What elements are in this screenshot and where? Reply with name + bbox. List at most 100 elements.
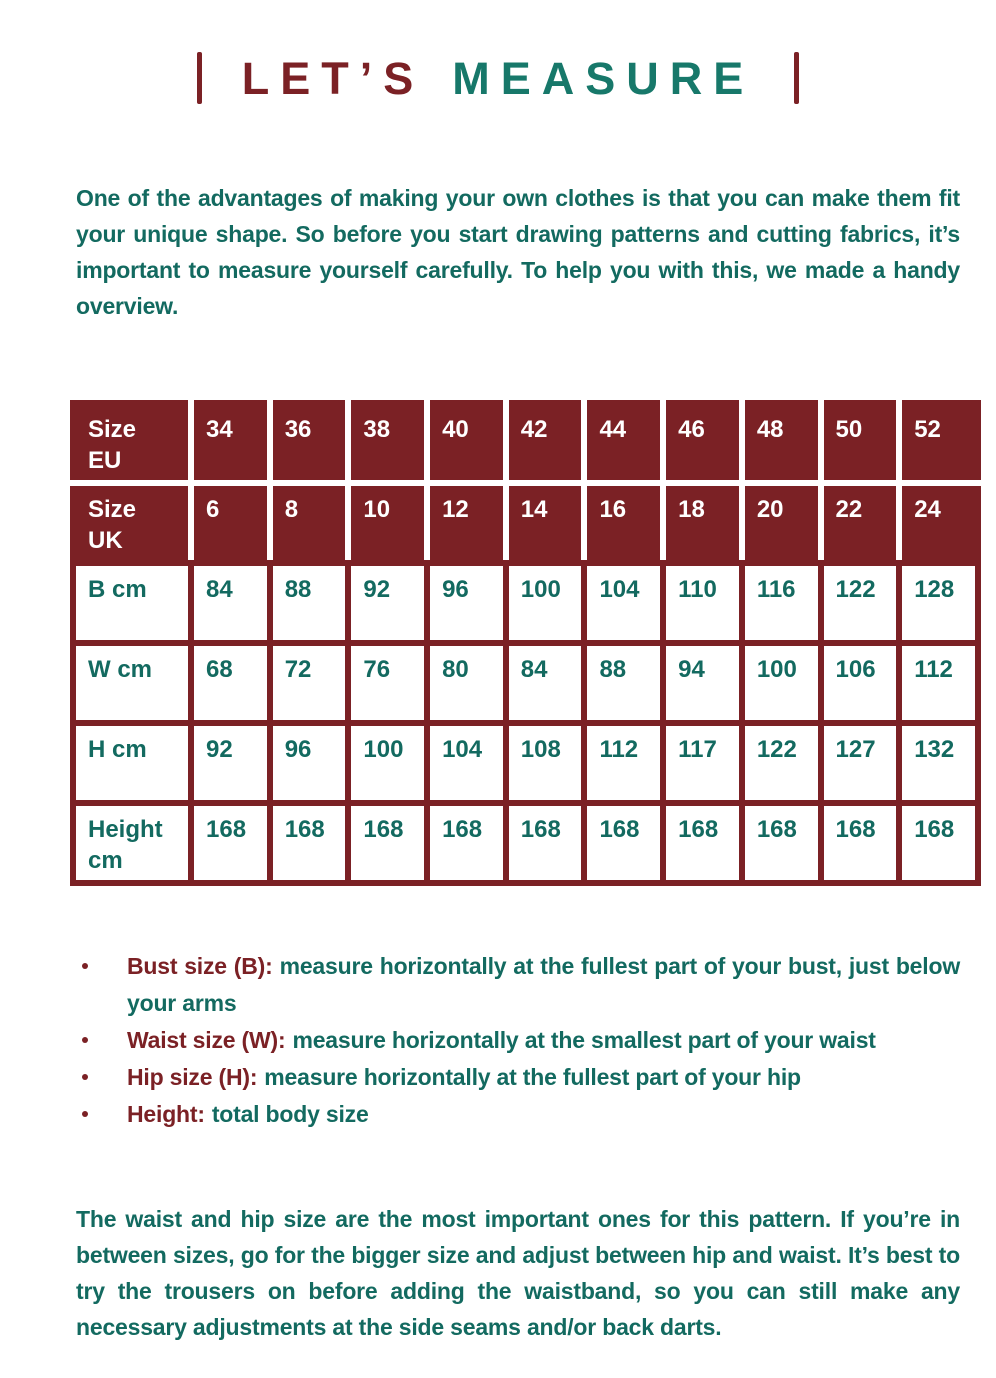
table-cell: 8 (266, 480, 352, 566)
table-row-size-eu: Size EU 34 36 38 40 42 44 46 48 50 52 (70, 400, 981, 486)
bullet-icon (82, 1074, 88, 1080)
row-label-line1: Size (88, 496, 137, 523)
table-cell: 94 (660, 640, 745, 726)
table-cell: 132 (896, 720, 981, 806)
table-cell: 122 (738, 720, 824, 806)
table-cell: 168 (266, 800, 352, 886)
table-cell: 14 (502, 480, 588, 566)
table-cell: 168 (424, 800, 509, 886)
table-cell: 52 (896, 400, 981, 486)
table-cell: 110 (660, 560, 745, 646)
bullet-lead: Bust size (B): (127, 953, 273, 979)
table-cell: 84 (188, 560, 273, 646)
table-cell: 12 (424, 480, 509, 566)
table-cell: 128 (896, 560, 981, 646)
table-cell: 72 (266, 640, 352, 726)
row-label-line2: UK (88, 527, 123, 554)
list-item-waist: Waist size (W): measure horizontally at t… (76, 1022, 960, 1059)
table-cell: 168 (660, 800, 745, 886)
measurement-definitions-list: Bust size (B): measure horizontally at th… (0, 948, 960, 1133)
row-label-cell: W cm (70, 640, 194, 726)
table-cell: 40 (424, 400, 509, 486)
table-cell: 92 (345, 560, 431, 646)
table-cell: 127 (817, 720, 903, 806)
table-cell: 6 (188, 480, 273, 566)
bullet-icon (82, 963, 88, 969)
table-cell: 168 (345, 800, 431, 886)
table-cell: 34 (188, 400, 273, 486)
table-cell: 112 (581, 720, 667, 806)
table-cell: 116 (738, 560, 824, 646)
bullet-lead: Hip size (H): (127, 1064, 258, 1090)
table-cell: 10 (345, 480, 431, 566)
row-label-cell: H cm (70, 720, 194, 806)
row-label-line2: EU (88, 447, 122, 474)
bullet-icon (82, 1111, 88, 1117)
table-cell: 104 (581, 560, 667, 646)
table-cell: 168 (817, 800, 903, 886)
row-label-line1: W cm (88, 656, 153, 683)
list-item-hip: Hip size (H): measure horizontally at the… (76, 1059, 960, 1096)
title-left-bar (196, 52, 202, 104)
table-row-hip: H cm 92 96 100 104 108 112 117 122 127 1… (70, 720, 981, 806)
table-cell: 108 (502, 720, 588, 806)
table-cell: 20 (738, 480, 824, 566)
table-row-waist: W cm 68 72 76 80 84 88 94 100 106 112 (70, 640, 981, 726)
bullet-lead: Waist size (W): (127, 1027, 286, 1053)
title-word-measure: MEASURE (452, 52, 755, 104)
table-cell: 48 (738, 400, 824, 486)
table-cell: 117 (660, 720, 745, 806)
table-cell: 96 (424, 560, 509, 646)
table-cell: 38 (345, 400, 431, 486)
table-cell: 100 (502, 560, 588, 646)
bullet-rest: measure horizontally at the fullest part… (127, 953, 961, 1016)
table-cell: 22 (817, 480, 903, 566)
table-cell: 122 (817, 560, 903, 646)
row-label-cell: Size UK (70, 480, 194, 566)
row-label-line1: B cm (88, 576, 147, 603)
table-cell: 104 (424, 720, 509, 806)
size-table: Size EU 34 36 38 40 42 44 46 48 50 52 Siz… (70, 400, 981, 886)
bullet-lead: Height: (127, 1101, 205, 1127)
intro-paragraph: One of the advantages of making your own… (76, 185, 960, 319)
table-cell: 46 (660, 400, 745, 486)
table-cell: 92 (188, 720, 273, 806)
row-label-cell: Size EU (70, 400, 194, 486)
bullet-icon (82, 1037, 88, 1043)
table-cell: 18 (660, 480, 745, 566)
table-cell: 100 (345, 720, 431, 806)
table-cell: 24 (896, 480, 981, 566)
table-cell: 16 (581, 480, 667, 566)
table-cell: 76 (345, 640, 431, 726)
title-text: LET’S MEASURE (242, 56, 755, 101)
table-cell: 100 (738, 640, 824, 726)
bullet-rest: measure horizontally at the smallest par… (292, 1027, 876, 1053)
table-cell: 168 (188, 800, 273, 886)
table-cell: 168 (502, 800, 588, 886)
title-right-bar (794, 52, 800, 104)
bullet-rest: total body size (211, 1101, 369, 1127)
row-label-line1: Height (88, 816, 163, 843)
table-cell: 42 (502, 400, 588, 486)
table-cell: 50 (817, 400, 903, 486)
table-row-size-uk: Size UK 6 8 10 12 14 16 18 20 22 24 (70, 480, 981, 566)
table-cell: 112 (896, 640, 981, 726)
table-row-bust: B cm 84 88 92 96 100 104 110 116 122 128 (70, 560, 981, 646)
table-cell: 96 (266, 720, 352, 806)
closing-paragraph: The waist and hip size are the most impo… (76, 1206, 960, 1340)
list-item-height: Height: total body size (76, 1096, 960, 1133)
table-cell: 44 (581, 400, 667, 486)
table-cell: 84 (502, 640, 588, 726)
row-label-cell: B cm (70, 560, 194, 646)
table-cell: 168 (738, 800, 824, 886)
table-row-height: Height cm 168 168 168 168 168 168 168 168… (70, 800, 981, 886)
table-cell: 168 (896, 800, 981, 886)
table-cell: 68 (188, 640, 273, 726)
row-label-line1: Size (88, 416, 137, 443)
table-cell: 36 (266, 400, 352, 486)
row-label-cell: Height cm (70, 800, 194, 886)
table-cell: 88 (581, 640, 667, 726)
bullet-rest: measure horizontally at the fullest part… (264, 1064, 801, 1090)
table-cell: 88 (266, 560, 352, 646)
